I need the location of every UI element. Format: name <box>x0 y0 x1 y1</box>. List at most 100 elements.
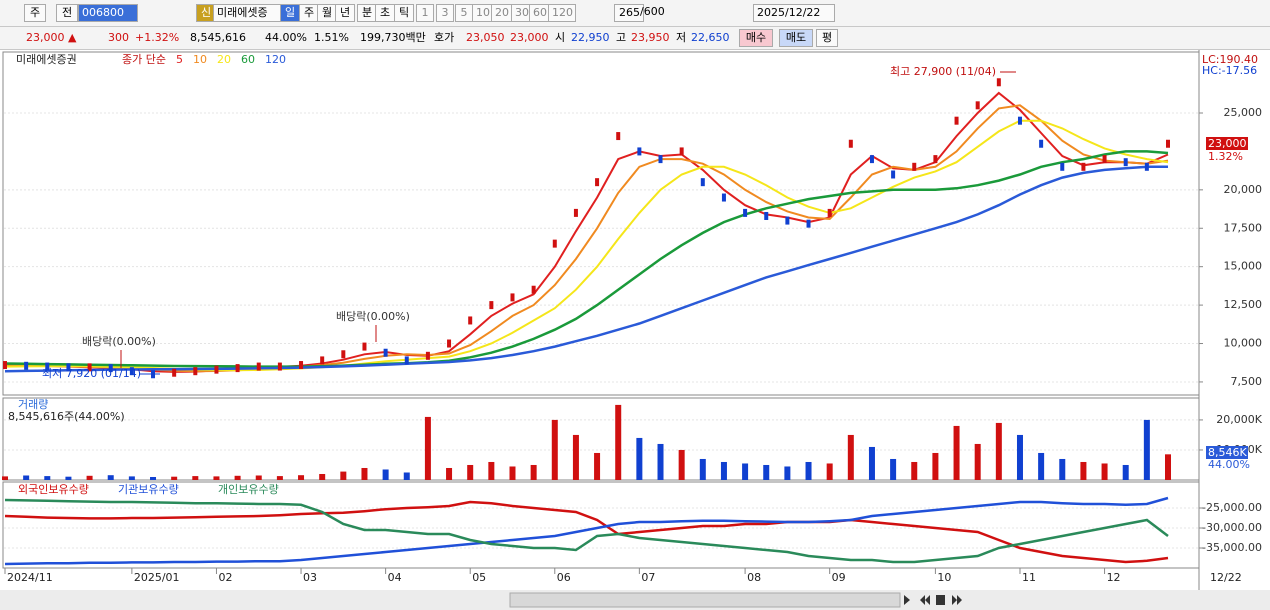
date[interactable]: 2025/12/22 <box>753 4 835 22</box>
volume-bar <box>86 475 93 480</box>
open-label: 시 <box>555 31 566 44</box>
option[interactable]: 초 <box>375 4 395 22</box>
x-tick-label: 12 <box>1107 571 1121 584</box>
lc-label: LC:190.40 <box>1202 53 1258 66</box>
series-line <box>4 104 1169 373</box>
volume-bar <box>551 419 558 480</box>
candle <box>785 216 790 225</box>
option[interactable]: 월 <box>317 4 337 22</box>
volume-bar <box>171 476 178 480</box>
volume-bar <box>2 476 8 480</box>
volume-bar <box>1059 458 1066 480</box>
candle <box>193 367 198 376</box>
scroll-controls[interactable] <box>904 595 962 605</box>
annotation: 최저 7,920 (01/14) <box>42 367 141 380</box>
candle <box>362 342 367 351</box>
chart-title: 미래에셋증권 <box>16 53 77 66</box>
series-line <box>4 165 1168 373</box>
x-tick-label: 02 <box>218 571 232 584</box>
candle <box>172 368 177 377</box>
sell[interactable]: 매도 <box>779 29 813 47</box>
candle <box>256 362 261 371</box>
scope[interactable]: 전 <box>56 4 78 22</box>
turnover: 1.51% <box>314 31 349 44</box>
y-tick-label: 12,500 <box>1224 298 1263 311</box>
code[interactable]: 006800 <box>78 4 138 22</box>
x-tick-label: 04 <box>388 571 402 584</box>
volume-bar <box>868 446 875 480</box>
option[interactable]: 5 <box>455 4 473 22</box>
candle <box>1081 162 1086 171</box>
ask: 23,050 <box>466 31 505 44</box>
volume-bar <box>699 458 706 480</box>
volume-bar <box>1038 452 1045 480</box>
buy[interactable]: 매수 <box>739 29 773 47</box>
option[interactable]: 3 <box>436 4 454 22</box>
candle <box>320 356 325 365</box>
option[interactable]: 120 <box>548 4 576 22</box>
legend-entry: 5 <box>176 53 183 66</box>
option[interactable]: 분 <box>357 4 377 22</box>
volume-bar <box>192 476 199 480</box>
x-tick-label: 03 <box>303 571 317 584</box>
volume-bar <box>23 475 30 480</box>
volume-bar <box>995 422 1002 480</box>
y-tick-label: 20,000 <box>1224 183 1263 196</box>
candle <box>637 147 642 156</box>
candle <box>975 101 980 110</box>
y-tick-label: -35,000.00 <box>1202 541 1262 554</box>
option[interactable]: 20 <box>491 4 513 22</box>
avg[interactable]: 평 <box>816 29 838 47</box>
high-label: 고 <box>616 31 627 44</box>
candle <box>616 132 621 141</box>
last-change-label: 1.32% <box>1208 150 1243 163</box>
count[interactable]: 265 <box>614 4 644 22</box>
candle <box>848 139 853 148</box>
chart-background <box>0 50 1270 590</box>
volume-bar <box>847 434 854 480</box>
change: 300 <box>108 31 129 44</box>
amount: 199,730백만 <box>360 31 426 44</box>
volume-bar <box>361 467 368 480</box>
volume-bar <box>467 464 474 480</box>
candle <box>827 208 832 217</box>
volume-bar <box>763 464 770 480</box>
candle <box>383 348 388 357</box>
candle <box>933 155 938 164</box>
option[interactable]: 일 <box>280 4 300 22</box>
last-rate-label: 44.00% <box>1208 458 1250 471</box>
volume-bar <box>657 443 664 480</box>
candle <box>277 362 282 371</box>
candle <box>1166 139 1170 148</box>
legend-entry: 10 <box>193 53 207 66</box>
legend-entry: 개인보유수량 <box>218 483 279 496</box>
market[interactable]: 주 <box>24 4 46 22</box>
legend-entry: 외국인보유수량 <box>18 483 89 496</box>
volume-bar <box>805 461 812 480</box>
bid: 23,000 <box>510 31 549 44</box>
candle <box>299 361 304 370</box>
scroll-thumb[interactable] <box>509 592 901 608</box>
volume-bar <box>340 471 347 480</box>
candle <box>108 364 113 373</box>
volume-bar <box>298 475 305 480</box>
option[interactable]: 주 <box>299 4 319 22</box>
volume-bar <box>446 467 453 480</box>
volume-bar <box>382 469 389 480</box>
option[interactable]: 1 <box>416 4 434 22</box>
volume-bar <box>1122 464 1129 480</box>
low: 22,650 <box>691 31 730 44</box>
candle <box>552 239 557 248</box>
volume-bar <box>953 425 960 480</box>
candle <box>468 316 473 325</box>
x-tick-label: 08 <box>747 571 761 584</box>
candle <box>595 178 600 187</box>
name[interactable]: 미래에셋증 <box>213 4 283 22</box>
y-tick-label: 20,000K <box>1216 413 1262 426</box>
option[interactable]: 년 <box>335 4 355 22</box>
candle <box>721 193 726 202</box>
candle <box>1060 162 1065 171</box>
volume-bar <box>234 475 241 480</box>
candle <box>489 301 494 310</box>
option[interactable]: 틱 <box>394 4 414 22</box>
